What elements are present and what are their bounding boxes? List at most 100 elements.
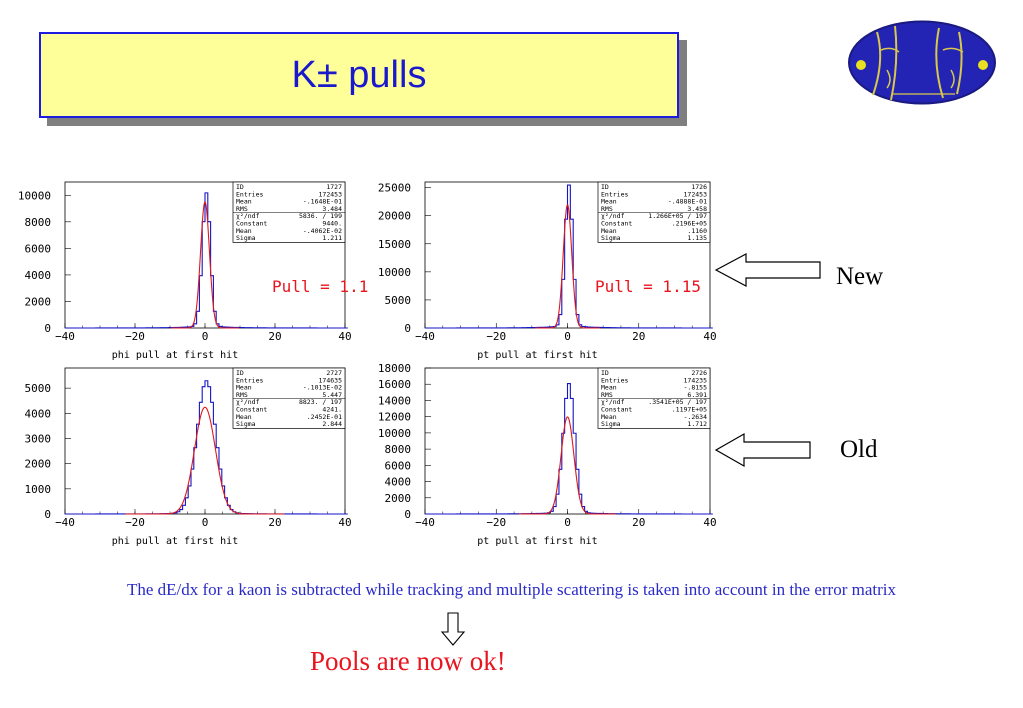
x-axis-label: pt pull at first hit [477,350,597,361]
y-tick-label: 25000 [378,182,411,195]
stats-value: -.4888E-01 [668,198,707,206]
stats-label: Mean [601,384,617,392]
stats-label: Constant [236,406,267,414]
x-tick-label: −40 [55,330,75,343]
y-tick-label: 6000 [385,459,412,472]
title-box: K± pulls [39,32,679,118]
y-tick-label: 4000 [385,476,412,489]
y-tick-label: 1000 [25,483,52,496]
stats-label: Mean [601,198,617,206]
y-tick-label: 3000 [25,432,52,445]
y-tick-label: 0 [404,508,411,521]
stats-value: 2.844 [322,420,342,428]
stats-label: Sigma [236,420,256,428]
x-tick-label: −20 [486,516,506,529]
stats-value: 1.211 [322,234,342,242]
stats-label: ID [236,183,244,191]
kloe-logo [848,20,996,105]
y-tick-label: 20000 [378,210,411,223]
stats-value: 1727 [326,183,342,191]
stats-value: -.2634 [684,413,708,421]
histogram-series [65,380,348,515]
stats-label: ID [601,369,609,377]
stats-value: 6.391 [687,391,707,399]
stats-value: 174635 [319,376,343,384]
y-tick-label: 12000 [378,411,411,424]
stats-label: Mean [601,227,617,235]
y-tick-label: 4000 [25,407,52,420]
new-label: New [836,263,884,290]
left-arrow-icon [714,432,811,468]
stats-label: Entries [601,376,628,384]
stats-label: χ²/ndf [236,398,260,406]
x-tick-label: 20 [632,516,645,529]
y-tick-label: 0 [44,322,51,335]
gaussian-fit-series [171,201,239,329]
histogram-series [425,184,713,329]
stats-value: -.1648E-01 [303,198,342,206]
stats-value: 1726 [691,183,707,191]
histogram-series [425,382,713,515]
stats-value: 172453 [319,190,343,198]
stats-label: RMS [601,391,613,399]
x-axis-label: phi pull at first hit [112,350,238,361]
stats-label: Constant [601,220,632,228]
x-axis-label: phi pull at first hit [112,536,238,547]
y-tick-label: 0 [44,508,51,521]
stats-value: 2727 [326,369,342,377]
x-tick-label: −20 [486,330,506,343]
stats-label: RMS [236,391,248,399]
gaussian-fit-series [125,406,285,515]
stats-value: 3.484 [322,205,342,213]
stats-label: Entries [236,190,263,198]
explanation-note: The dE/dx for a kaon is subtracted while… [126,580,896,599]
stats-value: 9440. [322,220,342,228]
y-tick-label: 8000 [25,216,52,229]
stats-label: Constant [236,220,267,228]
stats-value: 5836. / 199 [299,212,342,220]
stats-label: RMS [236,205,248,213]
stats-label: Entries [601,190,628,198]
x-tick-label: 0 [202,330,209,343]
x-tick-label: 0 [564,330,571,343]
y-tick-label: 2000 [385,492,412,505]
y-tick-label: 4000 [25,269,52,282]
x-tick-label: −40 [415,516,435,529]
x-tick-label: 0 [202,516,209,529]
x-tick-label: −40 [415,330,435,343]
down-arrow-icon [440,612,466,646]
stats-value: 4241. [322,406,342,414]
stats-value: 172453 [684,190,708,198]
stats-value: 1.135 [687,234,707,242]
stats-value: 1.266E+05 / 197 [648,212,707,220]
y-tick-label: 8000 [385,443,412,456]
y-tick-label: 18000 [378,362,411,375]
histogram-series [65,192,348,329]
y-tick-label: 0 [404,322,411,335]
x-tick-label: −20 [125,516,145,529]
stats-label: Sigma [236,234,256,242]
gaussian-fit-series [535,204,600,329]
y-tick-label: 5000 [385,294,412,307]
left-arrow-icon [714,253,821,287]
y-tick-label: 10000 [378,266,411,279]
y-tick-label: 15000 [378,238,411,251]
x-tick-label: 20 [268,330,281,343]
stats-label: χ²/ndf [601,212,625,220]
stats-value: 5.447 [322,391,342,399]
x-tick-label: 40 [703,330,716,343]
stats-label: ID [236,369,244,377]
stats-label: RMS [601,205,613,213]
y-tick-label: 5000 [25,382,52,395]
y-tick-label: 2000 [25,295,52,308]
stats-value: .2452E-01 [307,413,342,421]
stats-label: Mean [236,198,252,206]
stats-value: -.4062E-02 [303,227,342,235]
stats-label: χ²/ndf [601,398,625,406]
y-tick-label: 10000 [378,427,411,440]
stats-value: .3541E+05 / 197 [648,398,707,406]
stats-value: 174235 [684,376,708,384]
x-tick-label: 40 [338,330,351,343]
stats-value: .1160 [687,227,707,235]
